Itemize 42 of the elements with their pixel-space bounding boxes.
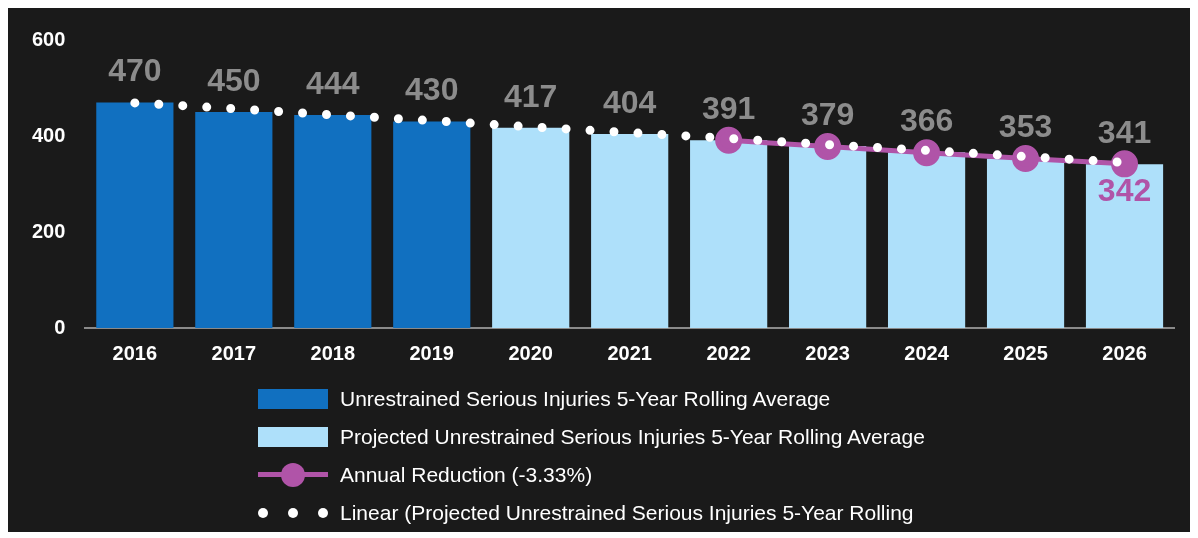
data-label: 450 — [207, 61, 261, 98]
legend-label: Linear (Projected Unrestrained Serious Injuries 5-Year Rolling — [340, 501, 914, 525]
data-label: 391 — [701, 90, 756, 127]
x-tick-label: 2022 — [706, 341, 751, 364]
x-tick-label: 2025 — [1003, 341, 1048, 364]
bar — [986, 158, 1065, 328]
y-tick-label: 600 — [31, 27, 66, 50]
bar — [195, 112, 273, 328]
x-tick-label: 2023 — [805, 341, 850, 364]
bar — [294, 114, 372, 328]
bar — [96, 102, 174, 328]
bar — [887, 152, 966, 328]
bar — [492, 127, 570, 328]
bar — [690, 140, 768, 328]
legend-label: Annual Reduction (-3.33%) — [340, 463, 593, 487]
x-tick-label: 2018 — [310, 341, 356, 364]
bar — [591, 134, 669, 328]
data-label: 417 — [504, 77, 558, 114]
bar — [393, 121, 471, 328]
bar — [789, 146, 867, 328]
data-label: 404 — [602, 83, 657, 120]
x-tick-label: 2017 — [211, 341, 257, 364]
y-tick-label: 400 — [31, 123, 66, 146]
x-tick-label: 2016 — [112, 341, 158, 364]
bar — [1085, 164, 1164, 328]
y-tick-label: 200 — [31, 219, 66, 242]
legend-label: Projected Unrestrained Serious Injuries 5-Year Rolling Average — [340, 425, 925, 449]
x-tick-label: 2021 — [607, 341, 652, 364]
data-label: 342 — [1097, 171, 1152, 208]
legend-label: Unrestrained Serious Injuries 5-Year Rolling Average — [340, 387, 831, 411]
data-label: 341 — [1097, 114, 1152, 151]
data-label: 430 — [405, 71, 459, 108]
x-tick-label: 2020 — [508, 341, 553, 364]
data-label: 353 — [998, 108, 1053, 145]
y-tick-label: 0 — [54, 315, 66, 338]
data-label: 444 — [306, 64, 360, 101]
x-tick-label: 2026 — [1102, 341, 1147, 364]
data-label: 470 — [108, 52, 162, 89]
data-label: 379 — [800, 95, 855, 132]
x-tick-label: 2019 — [409, 341, 454, 364]
data-label: 366 — [899, 102, 954, 139]
x-tick-label: 2024 — [904, 341, 950, 364]
